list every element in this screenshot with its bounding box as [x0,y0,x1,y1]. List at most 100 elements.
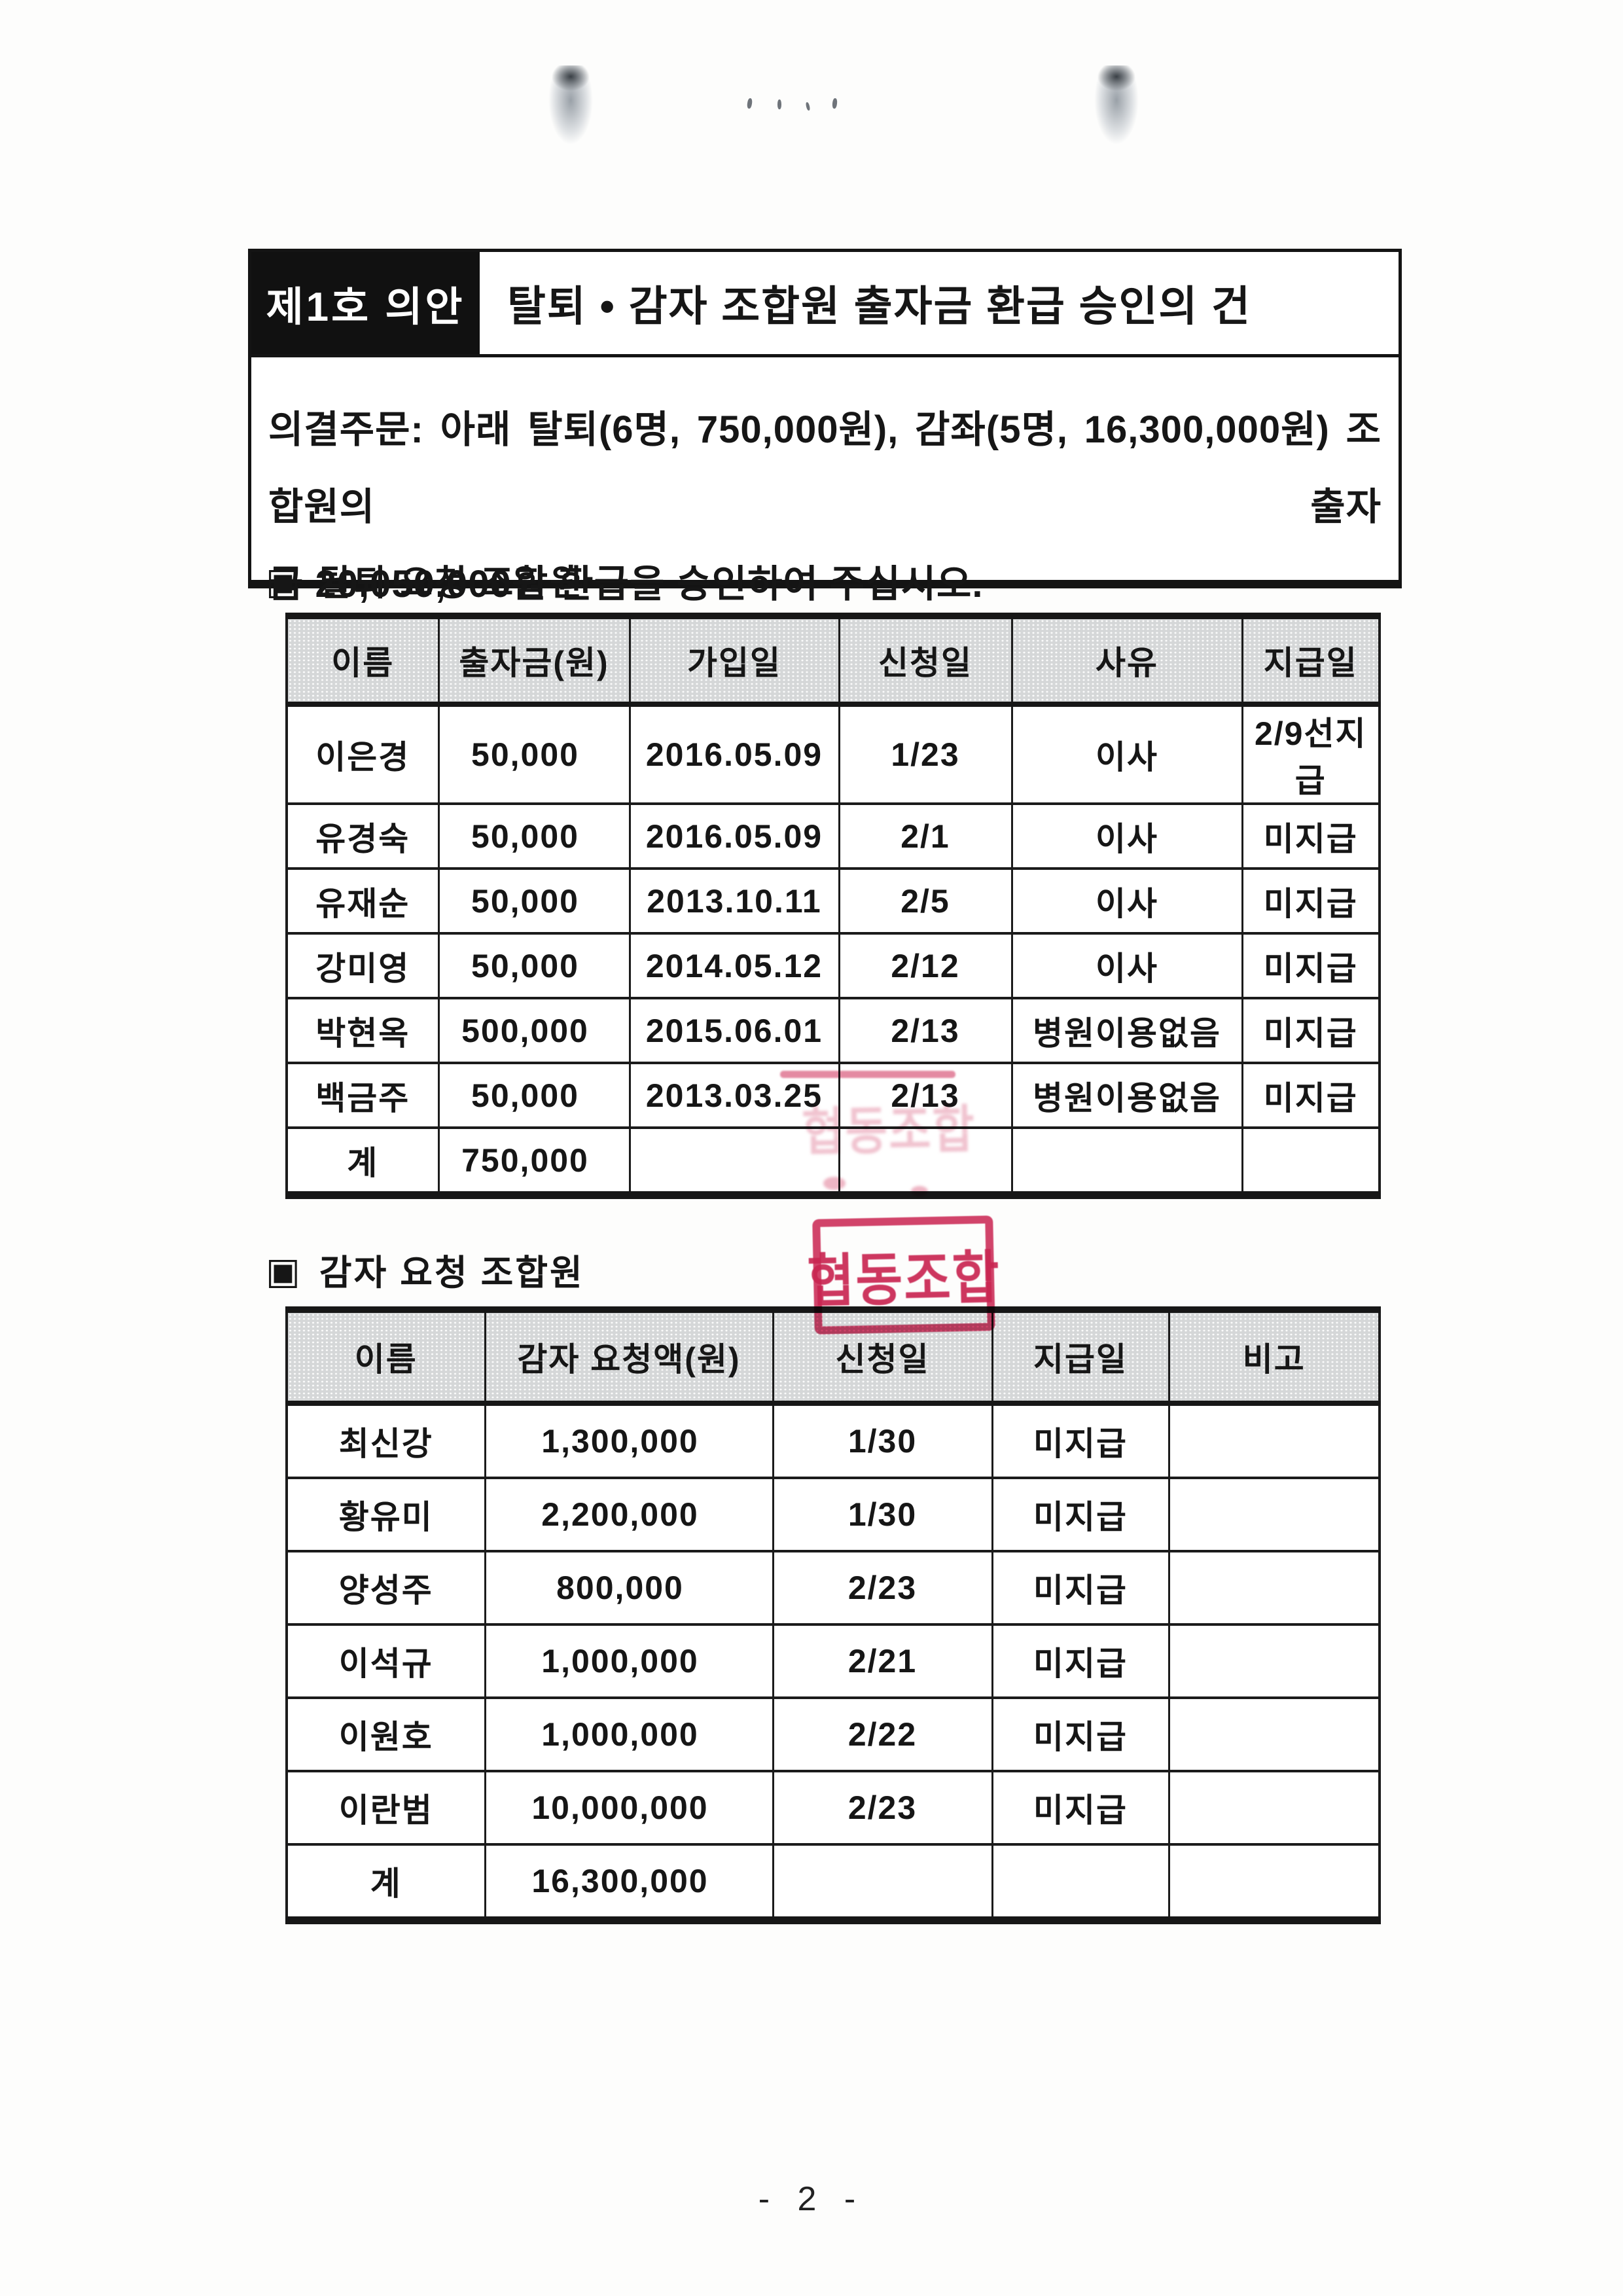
column-header: 사유 [1010,615,1243,707]
section-title-withdrawal: 탈퇴 요청 조합원 [319,564,584,603]
table-cell: 2/13 [838,1062,1013,1129]
column-header: 출자금(원) [437,615,631,707]
column-header: 신청일 [838,615,1013,707]
table-cell: 1/23 [838,703,1013,805]
column-header: 지급일 [991,1308,1170,1406]
table-cell: 2/22 [772,1696,993,1772]
table-header-row: 이름 출자금(원) 가입일 신청일 사유 지급일 [285,615,1381,707]
table-row: 유재순 50,000 2013.10.11 2/5 이사 미지급 [285,867,1381,935]
table-cell: 병원이용없음 [1010,1062,1243,1129]
table-cell: 1/30 [772,1402,993,1479]
table-cell: 미지급 [991,1696,1170,1772]
table-cell: 2/9선지급 [1241,703,1381,805]
square-bullet-icon: ▣ [266,560,302,601]
table-cell [772,1843,993,1922]
table-cell: 50,000 [437,932,631,999]
table-cell [1010,1126,1243,1196]
table-cell: 이사 [1010,802,1243,870]
table-cell: 이은경 [285,703,440,805]
table-cell [1168,1623,1381,1699]
table-cell: 미지급 [1241,1062,1381,1129]
table-row: 이은경 50,000 2016.05.09 1/23 이사 2/9선지급 [285,703,1381,805]
table-cell: 1,000,000 [484,1696,774,1772]
page-number: - 2 - [758,2180,865,2218]
agenda-header-bar: 제1호 의안 탈퇴 • 감자 조합원 출자금 환급 승인의 건 [248,249,1402,357]
table-cell [838,1126,1013,1196]
ink-speck [777,99,781,109]
column-header: 신청일 [772,1308,993,1406]
table-cell: 2013.03.25 [628,1062,840,1129]
agenda-number-box: 제1호 의안 [251,252,480,354]
table-cell: 미지급 [991,1477,1170,1552]
table-cell [1168,1402,1381,1479]
column-header: 이름 [285,1308,486,1406]
table-cell: 50,000 [437,867,631,935]
table-cell: 백금주 [285,1062,440,1129]
table-cell [1168,1770,1381,1846]
table-cell: 500,000 [437,997,631,1064]
table-cell: 50,000 [437,1062,631,1129]
table-total-row: 계 16,300,000 [285,1843,1381,1922]
table-cell: 미지급 [991,1550,1170,1626]
table-cell: 2/13 [838,997,1013,1064]
table-cell: 최신강 [285,1402,486,1479]
table-row: 박현옥 500,000 2015.06.01 2/13 병원이용없음 미지급 [285,997,1381,1064]
resolution-box: 의결주문: 아래 탈퇴(6명, 750,000원), 감좌(5명, 16,300… [248,357,1402,605]
table-cell [1168,1843,1381,1922]
table-cell: 미지급 [1241,867,1381,935]
table-cell: 1/30 [772,1477,993,1552]
section-title-reduction: 감자 요청 조합원 [319,1253,584,1293]
table-cell: 강미영 [285,932,440,999]
table-cell: 2,200,000 [484,1477,774,1552]
table-cell: 미지급 [1241,802,1381,870]
table-cell: 이석규 [285,1623,486,1699]
table-cell: 2016.05.09 [628,802,840,870]
table-row: 유경숙 50,000 2016.05.09 2/1 이사 미지급 [285,802,1381,870]
table-cell: 박현옥 [285,997,440,1064]
resolution-line-2: 금 20,050,000원 환급을 승인하여 주십시오. [268,563,984,605]
table-cell: 이사 [1010,932,1243,999]
table-cell [1168,1550,1381,1626]
table-cell: 이사 [1010,867,1243,935]
table-cell [1168,1696,1381,1772]
table-cell: 800,000 [484,1550,774,1626]
table-total-row: 계 750,000 [285,1126,1381,1196]
table-cell: 병원이용없음 [1010,997,1243,1064]
table-cell: 미지급 [991,1623,1170,1699]
table-cell: 미지급 [991,1770,1170,1846]
column-header: 지급일 [1241,615,1381,707]
table-cell: 2015.06.01 [628,997,840,1064]
column-header: 비고 [1168,1308,1381,1406]
table-cell: 양성주 [285,1550,486,1626]
column-header: 감자 요청액(원) [484,1308,774,1406]
table-cell: 이란범 [285,1770,486,1846]
table-cell: 2/5 [838,867,1013,935]
table-row: 최신강 1,300,000 1/30 미지급 [285,1402,1381,1479]
table-row: 백금주 50,000 2013.03.25 2/13 병원이용없음 미지급 [285,1062,1381,1129]
agenda-number-label: 제1호 의안 [266,285,465,330]
table-cell: 50,000 [437,703,631,805]
table-cell: 2016.05.09 [628,703,840,805]
ink-speck [832,98,838,109]
withdrawal-table: 이름 출자금(원) 가입일 신청일 사유 지급일 이은경 50,000 2016… [285,613,1381,1199]
coop-stamp-text: 협동조합 [806,1245,1001,1314]
table-cell: 2/23 [772,1550,993,1626]
table-row: 이원호 1,000,000 2/22 미지급 [285,1696,1381,1772]
table-cell: 황유미 [285,1477,486,1552]
table-cell: 계 [285,1126,440,1196]
punch-hole-shadow-left [542,65,599,190]
table-cell: 2014.05.12 [628,932,840,999]
section-heading-reduction: ▣ 감자 요청 조합원 [266,1244,584,1295]
square-bullet-icon: ▣ [266,1249,302,1291]
ink-speck [805,101,811,111]
table-cell: 1,000,000 [484,1623,774,1699]
table-header-row: 이름 감자 요청액(원) 신청일 지급일 비고 [285,1308,1381,1406]
ink-speck [746,98,753,109]
column-header: 이름 [285,615,440,707]
table-row: 양성주 800,000 2/23 미지급 [285,1550,1381,1626]
table-cell: 1,300,000 [484,1402,774,1479]
table-cell: 유경숙 [285,802,440,870]
resolution-line-1: 의결주문: 아래 탈퇴(6명, 750,000원), 감좌(5명, 16,300… [268,408,1382,528]
section-heading-withdrawal: ▣ 탈퇴 요청 조합원 [266,554,584,605]
